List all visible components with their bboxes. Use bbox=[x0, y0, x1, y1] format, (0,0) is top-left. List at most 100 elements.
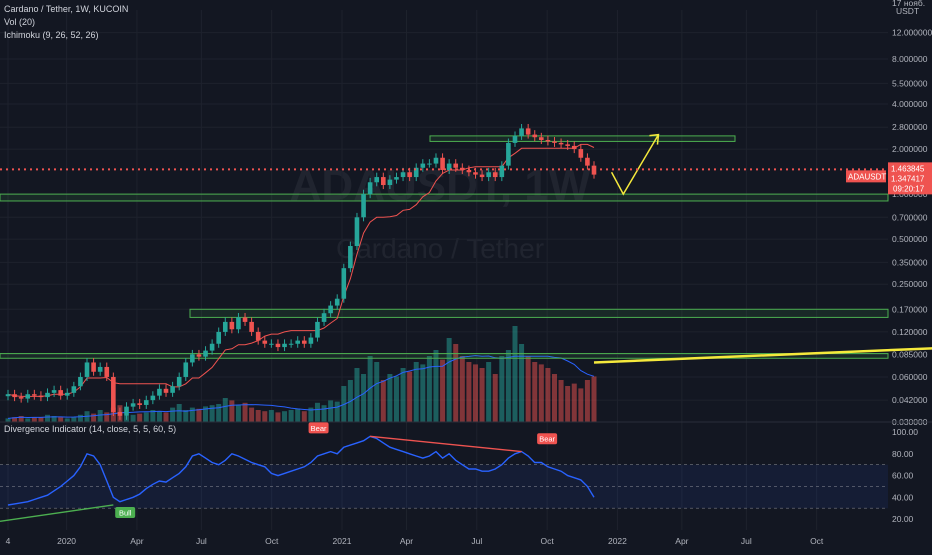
time-axis-tick: Apr bbox=[130, 536, 143, 546]
candle-body bbox=[585, 157, 590, 166]
volume-bar bbox=[156, 411, 162, 422]
volume-bar bbox=[558, 380, 564, 422]
candle-body bbox=[124, 406, 129, 416]
volume-bar bbox=[400, 368, 406, 422]
candle-body bbox=[242, 317, 248, 322]
volume-bar bbox=[387, 374, 393, 422]
volume-bar bbox=[45, 414, 51, 422]
price-axis-unit-top: 17 нояб. bbox=[892, 0, 925, 8]
volume-bar bbox=[532, 362, 538, 422]
candle-body bbox=[552, 141, 557, 143]
divergence-legend[interactable]: Divergence Indicator (14, close, 5, 5, 6… bbox=[4, 424, 177, 434]
volume-bar bbox=[18, 416, 24, 422]
price-axis-tick: 0.350000 bbox=[892, 257, 928, 267]
volume-bar bbox=[163, 412, 169, 422]
divergence-label-bg bbox=[115, 506, 136, 518]
price-axis-tick: 0.700000 bbox=[892, 212, 928, 222]
candle-body bbox=[236, 317, 241, 330]
candle-body bbox=[269, 343, 274, 345]
candle-body bbox=[111, 376, 116, 412]
volume-bar bbox=[466, 362, 472, 422]
candle-body bbox=[58, 390, 63, 396]
candle-body bbox=[222, 321, 228, 332]
volume-bar bbox=[288, 410, 294, 422]
candle-body bbox=[354, 217, 360, 247]
volume-bar bbox=[380, 380, 386, 422]
candle-body bbox=[163, 388, 169, 393]
candle-body bbox=[12, 394, 17, 398]
candle-body bbox=[440, 157, 445, 170]
volume-bar bbox=[486, 362, 492, 422]
projection-arrowhead bbox=[649, 133, 660, 145]
oscillator-axis-tick: 40.00 bbox=[892, 492, 914, 502]
candle-body bbox=[64, 392, 70, 396]
candle-body bbox=[84, 362, 90, 377]
ichimoku-legend[interactable]: Ichimoku (9, 26, 52, 26) bbox=[4, 30, 99, 40]
volume-bar bbox=[440, 359, 446, 422]
candle-body bbox=[288, 343, 294, 345]
candle-body bbox=[209, 343, 215, 351]
volume-bar bbox=[505, 350, 511, 422]
volume-bar bbox=[143, 412, 149, 422]
volume-bar bbox=[301, 411, 307, 422]
oscillator-axis-tick: 60.00 bbox=[892, 471, 914, 481]
volume-bar bbox=[203, 406, 209, 422]
projection-arrow bbox=[610, 134, 660, 196]
ticker-label: ADAUSDT bbox=[848, 172, 886, 181]
candle-body bbox=[38, 395, 44, 398]
volume-bar bbox=[97, 410, 103, 422]
volume-bar bbox=[308, 407, 314, 422]
divergence-label: Bull bbox=[119, 508, 132, 517]
volume-bar bbox=[196, 408, 202, 422]
volume-bar bbox=[130, 414, 136, 422]
volume-bar bbox=[25, 418, 31, 422]
candle-body bbox=[130, 403, 136, 407]
volume-bar bbox=[249, 407, 255, 422]
time-axis-tick: Oct bbox=[810, 536, 824, 546]
volume-bar bbox=[12, 417, 18, 422]
volume-bar bbox=[571, 383, 577, 422]
candle-body bbox=[571, 145, 577, 150]
divergence-label-bg bbox=[537, 433, 558, 445]
symbol-legend[interactable]: Cardano / Tether, 1W, KUCOIN bbox=[4, 4, 129, 14]
support-zone bbox=[0, 193, 889, 202]
candle-body bbox=[407, 172, 412, 178]
volume-bar bbox=[328, 400, 334, 422]
volume-bar bbox=[374, 362, 380, 422]
volume-bar bbox=[499, 356, 505, 422]
price-axis-tick: 4.000000 bbox=[892, 99, 928, 109]
last-price-tag bbox=[888, 162, 932, 195]
volume-bar bbox=[170, 407, 176, 422]
candle-body bbox=[367, 182, 373, 195]
candle-body bbox=[196, 354, 202, 357]
candle-body bbox=[565, 144, 570, 146]
candle-body bbox=[420, 163, 426, 168]
time-axis-tick: Jul bbox=[741, 536, 752, 546]
price-axis-tick: 0.120000 bbox=[892, 327, 928, 337]
candle-body bbox=[525, 128, 531, 135]
volume-bar bbox=[295, 408, 301, 422]
oscillator-axis-tick: 100.00 bbox=[892, 427, 918, 437]
volume-bar bbox=[354, 368, 360, 422]
volume-bar bbox=[150, 410, 156, 422]
candle-body bbox=[71, 386, 77, 393]
price-axis-tick: 0.170000 bbox=[892, 304, 928, 314]
candle-body bbox=[275, 343, 281, 348]
candle-body bbox=[117, 411, 123, 416]
candle-body bbox=[190, 354, 195, 363]
candle-body bbox=[143, 400, 149, 405]
candle-body bbox=[18, 397, 24, 399]
watermark-name: Cardano / Tether bbox=[336, 233, 544, 264]
divergence-label-bg bbox=[308, 422, 329, 434]
volume-bar bbox=[538, 364, 544, 422]
candle-body bbox=[473, 172, 478, 175]
volume-bar bbox=[5, 418, 11, 422]
volume-bar bbox=[420, 364, 426, 422]
time-axis-tick: Oct bbox=[265, 536, 279, 546]
volume-legend[interactable]: Vol (20) bbox=[4, 17, 36, 27]
divergence-label: Bear bbox=[311, 424, 327, 433]
candle-body bbox=[427, 163, 432, 165]
candle-body bbox=[255, 331, 261, 341]
